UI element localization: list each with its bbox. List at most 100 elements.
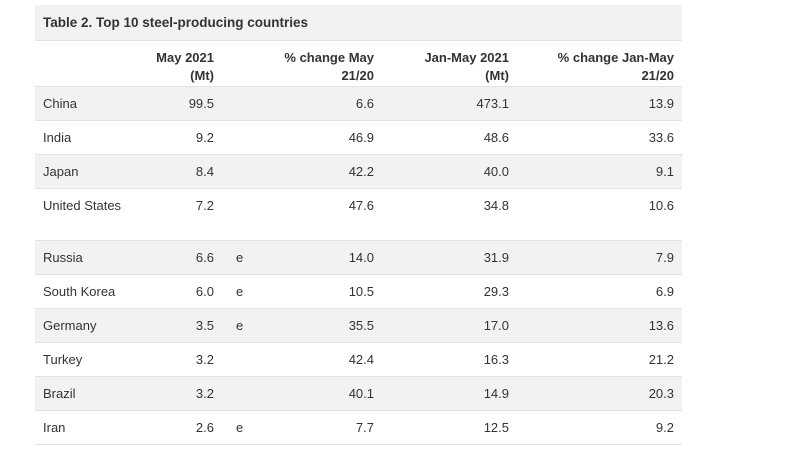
may-2021-value: 3.2 xyxy=(195,385,214,401)
change-may-cell: 47.6 xyxy=(252,188,382,241)
header-change-jan-may-line1: % change Jan-May xyxy=(557,50,674,65)
jan-may-cell: 17.0 xyxy=(382,308,517,343)
table-row: Germany 3.5 e 35.5 17.0 13.6 xyxy=(35,308,682,343)
jan-may-value: 48.6 xyxy=(483,129,509,145)
may-2021-cell: 3.5 xyxy=(135,308,222,343)
table-row: Japan 8.4 42.2 40.0 9.1 xyxy=(35,154,682,189)
header-may-2021: May 2021 (Mt) xyxy=(135,41,222,87)
may-2021-cell: 99.5 xyxy=(135,86,222,121)
may-2021-cell: 9.2 xyxy=(135,120,222,155)
change-jan-may-cell: 9.2 xyxy=(517,410,682,445)
jan-may-cell: 29.3 xyxy=(382,274,517,309)
estimate-flag: e xyxy=(236,249,244,265)
change-jan-may-value: 13.6 xyxy=(648,317,674,333)
may-2021-value: 8.4 xyxy=(195,163,214,179)
country-cell: Japan xyxy=(35,154,135,189)
country-name: Japan xyxy=(43,163,79,179)
estimate-cell: e xyxy=(222,274,252,309)
change-jan-may-value: 13.9 xyxy=(648,95,674,111)
jan-may-value: 473.1 xyxy=(476,95,509,111)
change-may-value: 42.4 xyxy=(348,351,374,367)
jan-may-cell: 31.9 xyxy=(382,240,517,275)
header-may-2021-line2: (Mt) xyxy=(190,68,214,83)
may-2021-cell: 7.2 xyxy=(135,188,222,241)
may-2021-value: 3.5 xyxy=(195,317,214,333)
country-name: Brazil xyxy=(43,385,76,401)
estimate-cell xyxy=(222,376,252,411)
change-may-cell: 35.5 xyxy=(252,308,382,343)
jan-may-value: 16.3 xyxy=(483,351,509,367)
country-name: Iran xyxy=(43,419,66,435)
estimate-flag: e xyxy=(236,317,244,333)
may-2021-cell: 3.2 xyxy=(135,342,222,377)
header-change-may: % change May 21/20 xyxy=(252,41,382,87)
estimate-cell xyxy=(222,188,252,241)
country-cell: Brazil xyxy=(35,376,135,411)
change-may-value: 35.5 xyxy=(348,317,374,333)
jan-may-cell: 12.5 xyxy=(382,410,517,445)
country-cell: India xyxy=(35,120,135,155)
change-jan-may-cell: 21.2 xyxy=(517,342,682,377)
jan-may-value: 29.3 xyxy=(483,283,509,299)
header-change-jan-may-line2: 21/20 xyxy=(641,68,674,83)
may-2021-value: 6.0 xyxy=(195,283,214,299)
change-jan-may-value: 20.3 xyxy=(648,385,674,401)
header-change-jan-may: % change Jan-May 21/20 xyxy=(517,41,682,87)
country-name: Russia xyxy=(43,249,83,265)
estimate-flag xyxy=(236,155,252,163)
may-2021-cell: 6.0 xyxy=(135,274,222,309)
country-name: Germany xyxy=(43,317,97,333)
estimate-cell: e xyxy=(222,308,252,343)
change-jan-may-value: 9.1 xyxy=(655,163,674,179)
change-may-value: 6.6 xyxy=(355,95,374,111)
estimate-flag xyxy=(236,343,252,351)
country-cell: Iran xyxy=(35,410,135,445)
table-title: Table 2. Top 10 steel-producing countrie… xyxy=(35,5,682,41)
table-row: China 99.5 6.6 473.1 13.9 xyxy=(35,86,682,121)
change-may-value: 14.0 xyxy=(348,249,374,265)
header-jan-may-2021: Jan-May 2021 (Mt) xyxy=(382,41,517,87)
estimate-flag xyxy=(236,87,252,95)
may-2021-cell: 8.4 xyxy=(135,154,222,189)
country-cell: South Korea xyxy=(35,274,135,309)
table-row: Russia 6.6 e 14.0 31.9 7.9 xyxy=(35,240,682,275)
change-jan-may-cell: 13.6 xyxy=(517,308,682,343)
jan-may-value: 31.9 xyxy=(483,249,509,265)
change-jan-may-value: 9.2 xyxy=(655,419,674,435)
country-cell: China xyxy=(35,86,135,121)
jan-may-value: 40.0 xyxy=(483,163,509,179)
country-name: Turkey xyxy=(43,351,83,367)
header-change-may-line1: % change May xyxy=(284,50,374,65)
change-may-cell: 14.0 xyxy=(252,240,382,275)
change-jan-may-value: 10.6 xyxy=(648,197,674,213)
table-row: United States 7.2 47.6 34.8 10.6 xyxy=(35,188,682,241)
jan-may-cell: 40.0 xyxy=(382,154,517,189)
jan-may-value: 14.9 xyxy=(483,385,509,401)
change-jan-may-cell: 9.1 xyxy=(517,154,682,189)
change-jan-may-cell: 33.6 xyxy=(517,120,682,155)
table-row: Iran 2.6 e 7.7 12.5 9.2 xyxy=(35,410,682,445)
change-jan-may-cell: 6.9 xyxy=(517,274,682,309)
change-jan-may-cell: 20.3 xyxy=(517,376,682,411)
estimate-cell: e xyxy=(222,240,252,275)
steel-table-container: Table 2. Top 10 steel-producing countrie… xyxy=(35,5,682,445)
change-jan-may-value: 33.6 xyxy=(648,129,674,145)
estimate-flag xyxy=(236,377,252,385)
country-cell: Turkey xyxy=(35,342,135,377)
country-name: China xyxy=(43,95,77,111)
change-may-cell: 40.1 xyxy=(252,376,382,411)
header-change-may-line2: 21/20 xyxy=(341,68,374,83)
header-jan-may-2021-line2: (Mt) xyxy=(485,68,509,83)
estimate-flag xyxy=(236,189,252,197)
header-country xyxy=(35,41,135,87)
change-jan-may-cell: 13.9 xyxy=(517,86,682,121)
header-may-2021-line1: May 2021 xyxy=(156,50,214,65)
country-name: India xyxy=(43,129,72,145)
country-name: United States xyxy=(43,197,122,213)
header-row: May 2021 (Mt) % change May 21/20 Jan-May… xyxy=(35,41,682,87)
change-jan-may-value: 7.9 xyxy=(655,249,674,265)
change-may-value: 42.2 xyxy=(348,163,374,179)
estimate-cell: e xyxy=(222,410,252,445)
estimate-cell xyxy=(222,154,252,189)
may-2021-value: 99.5 xyxy=(188,95,214,111)
